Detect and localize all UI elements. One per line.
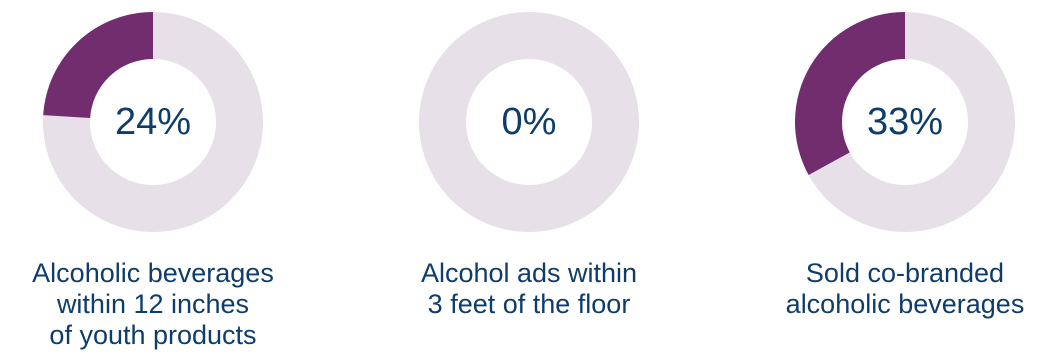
donut-1-percent-label: 24% xyxy=(114,101,192,143)
donut-3-caption-line: alcoholic beverages xyxy=(785,289,1025,319)
donut-chart-2-svg xyxy=(419,12,639,232)
donut-chart-2: 0% xyxy=(419,12,639,232)
donut-2-percent-label: 0% xyxy=(501,101,557,143)
donut-3-percent-label: 33% xyxy=(866,101,944,143)
donut-3-slice xyxy=(795,12,905,175)
donut-1-caption: Alcoholic beverages within 12 inches of … xyxy=(3,258,303,351)
donut-3-caption: Sold co-branded alcoholic beverages xyxy=(755,258,1049,320)
donut-2-caption: Alcohol ads within 3 feet of the floor xyxy=(379,258,679,320)
donut-2-track xyxy=(419,12,639,232)
donut-chart-1: 24% xyxy=(43,12,263,232)
donut-chart-3-svg xyxy=(795,12,1015,232)
donut-1-caption-line: of youth products xyxy=(49,320,257,350)
donut-2-caption-line: Alcohol ads within xyxy=(420,258,638,288)
donut-chart-1-svg xyxy=(43,12,263,232)
donut-3-caption-line: Sold co-branded xyxy=(805,258,1005,288)
donut-1-caption-line: Alcoholic beverages xyxy=(32,258,274,288)
donut-1-slice xyxy=(43,12,154,119)
donut-1-caption-line: within 12 inches xyxy=(56,289,250,319)
donut-2-caption-line: 3 feet of the floor xyxy=(427,289,631,319)
donut-chart-3: 33% xyxy=(795,12,1015,232)
